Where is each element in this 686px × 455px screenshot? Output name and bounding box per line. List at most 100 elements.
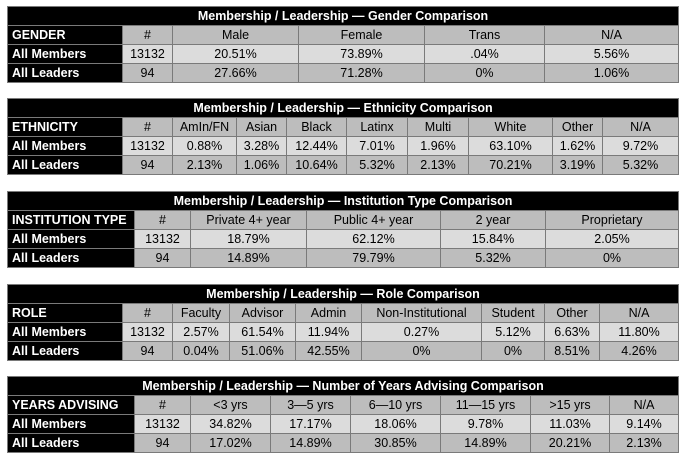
role-header-count: # (122, 303, 173, 323)
table-cell: 20.51% (172, 44, 299, 64)
years-header-count: # (134, 395, 191, 415)
table-cell: 0.88% (172, 136, 237, 156)
row-label: All Leaders (7, 433, 135, 453)
ethnicity-header-count: # (122, 117, 173, 137)
gender-header-trans: Trans (424, 25, 545, 45)
table-cell: 94 (122, 341, 173, 361)
table-cell: 14.89% (270, 433, 351, 453)
table-cell: 63.10% (468, 136, 553, 156)
years-header-gt15: >15 yrs (530, 395, 610, 415)
row-label: All Leaders (7, 248, 135, 268)
table-cell: 13132 (122, 44, 173, 64)
ethnicity-members-row: All Members 13132 0.88% 3.28% 12.44% 7.0… (7, 136, 679, 156)
table-cell: 14.89% (190, 248, 307, 268)
years-header-label: YEARS ADVISING (7, 395, 135, 415)
years-header-6to10: 6—10 yrs (350, 395, 441, 415)
table-cell: 6.63% (544, 322, 600, 342)
table-cell: 2.13% (172, 155, 237, 175)
table-cell: 18.06% (350, 414, 441, 434)
years-header-11to15: 11—15 yrs (440, 395, 531, 415)
row-label: All Leaders (7, 63, 123, 83)
role-header-other: Other (544, 303, 600, 323)
row-label: All Members (7, 322, 123, 342)
table-cell: 5.12% (481, 322, 545, 342)
ethnicity-header-row: ETHNICITY # AmIn/FN Asian Black Latinx M… (7, 117, 679, 137)
table-cell: 17.17% (270, 414, 351, 434)
table-cell: 9.72% (602, 136, 679, 156)
table-cell: 73.89% (298, 44, 425, 64)
years-comparison-table: Membership / Leadership — Number of Year… (7, 376, 679, 453)
table-cell: 9.14% (609, 414, 679, 434)
role-header-noninstitutional: Non-Institutional (361, 303, 482, 323)
institution-comparison-table: Membership / Leadership — Institution Ty… (7, 191, 679, 268)
institution-header-proprietary: Proprietary (545, 210, 679, 230)
institution-members-row: All Members 13132 18.79% 62.12% 15.84% 2… (7, 229, 679, 249)
row-label: All Members (7, 44, 123, 64)
institution-header-private: Private 4+ year (190, 210, 307, 230)
institution-header-public: Public 4+ year (306, 210, 441, 230)
ethnicity-header-black: Black (286, 117, 347, 137)
table-cell: 7.01% (346, 136, 408, 156)
table-cell: 1.96% (407, 136, 469, 156)
gender-header-row: GENDER # Male Female Trans N/A (7, 25, 679, 45)
table-cell: 70.21% (468, 155, 553, 175)
row-label: All Leaders (7, 341, 123, 361)
gender-header-label: GENDER (7, 25, 123, 45)
role-header-faculty: Faculty (172, 303, 230, 323)
ethnicity-header-other: Other (552, 117, 603, 137)
table-cell: 34.82% (190, 414, 271, 434)
years-table-title: Membership / Leadership — Number of Year… (7, 376, 679, 396)
table-cell: 11.80% (599, 322, 679, 342)
ethnicity-header-na: N/A (602, 117, 679, 137)
table-cell: 51.06% (229, 341, 296, 361)
institution-header-2year: 2 year (440, 210, 546, 230)
ethnicity-header-asian: Asian (236, 117, 287, 137)
table-cell: 62.12% (306, 229, 441, 249)
table-cell: 94 (134, 248, 191, 268)
row-label: All Members (7, 136, 123, 156)
role-comparison-table: Membership / Leadership — Role Compariso… (7, 284, 679, 361)
institution-leaders-row: All Leaders 94 14.89% 79.79% 5.32% 0% (7, 248, 679, 268)
table-cell: 0% (424, 63, 545, 83)
table-cell: 15.84% (440, 229, 546, 249)
table-cell: 94 (122, 155, 173, 175)
table-cell: 1.62% (552, 136, 603, 156)
table-cell: 5.32% (440, 248, 546, 268)
table-cell: 20.21% (530, 433, 610, 453)
gender-members-row: All Members 13132 20.51% 73.89% .04% 5.5… (7, 44, 679, 64)
role-header-advisor: Advisor (229, 303, 296, 323)
institution-table-title: Membership / Leadership — Institution Ty… (7, 191, 679, 211)
table-cell: 5.32% (602, 155, 679, 175)
gender-table-title: Membership / Leadership — Gender Compari… (7, 6, 679, 26)
ethnicity-header-latinx: Latinx (346, 117, 408, 137)
table-cell: 0% (545, 248, 679, 268)
institution-header-count: # (134, 210, 191, 230)
table-cell: 30.85% (350, 433, 441, 453)
gender-header-na: N/A (544, 25, 679, 45)
table-cell: 0% (481, 341, 545, 361)
table-cell: 71.28% (298, 63, 425, 83)
ethnicity-comparison-table: Membership / Leadership — Ethnicity Comp… (7, 98, 679, 175)
table-cell: 9.78% (440, 414, 531, 434)
table-cell: 12.44% (286, 136, 347, 156)
table-cell: 10.64% (286, 155, 347, 175)
role-header-label: ROLE (7, 303, 123, 323)
ethnicity-header-label: ETHNICITY (7, 117, 123, 137)
role-table-title: Membership / Leadership — Role Compariso… (7, 284, 679, 304)
role-header-na: N/A (599, 303, 679, 323)
table-cell: 14.89% (440, 433, 531, 453)
years-header-3to5: 3—5 yrs (270, 395, 351, 415)
table-cell: 13132 (134, 414, 191, 434)
table-cell: 13132 (122, 136, 173, 156)
gender-header-female: Female (298, 25, 425, 45)
role-header-student: Student (481, 303, 545, 323)
row-label: All Members (7, 229, 135, 249)
table-cell: 0.04% (172, 341, 230, 361)
ethnicity-header-amin: AmIn/FN (172, 117, 237, 137)
table-cell: 3.28% (236, 136, 287, 156)
gender-comparison-table: Membership / Leadership — Gender Compari… (7, 6, 679, 83)
role-header-row: ROLE # Faculty Advisor Admin Non-Institu… (7, 303, 679, 323)
table-cell: 27.66% (172, 63, 299, 83)
table-cell: 2.13% (609, 433, 679, 453)
table-cell: 1.06% (544, 63, 679, 83)
